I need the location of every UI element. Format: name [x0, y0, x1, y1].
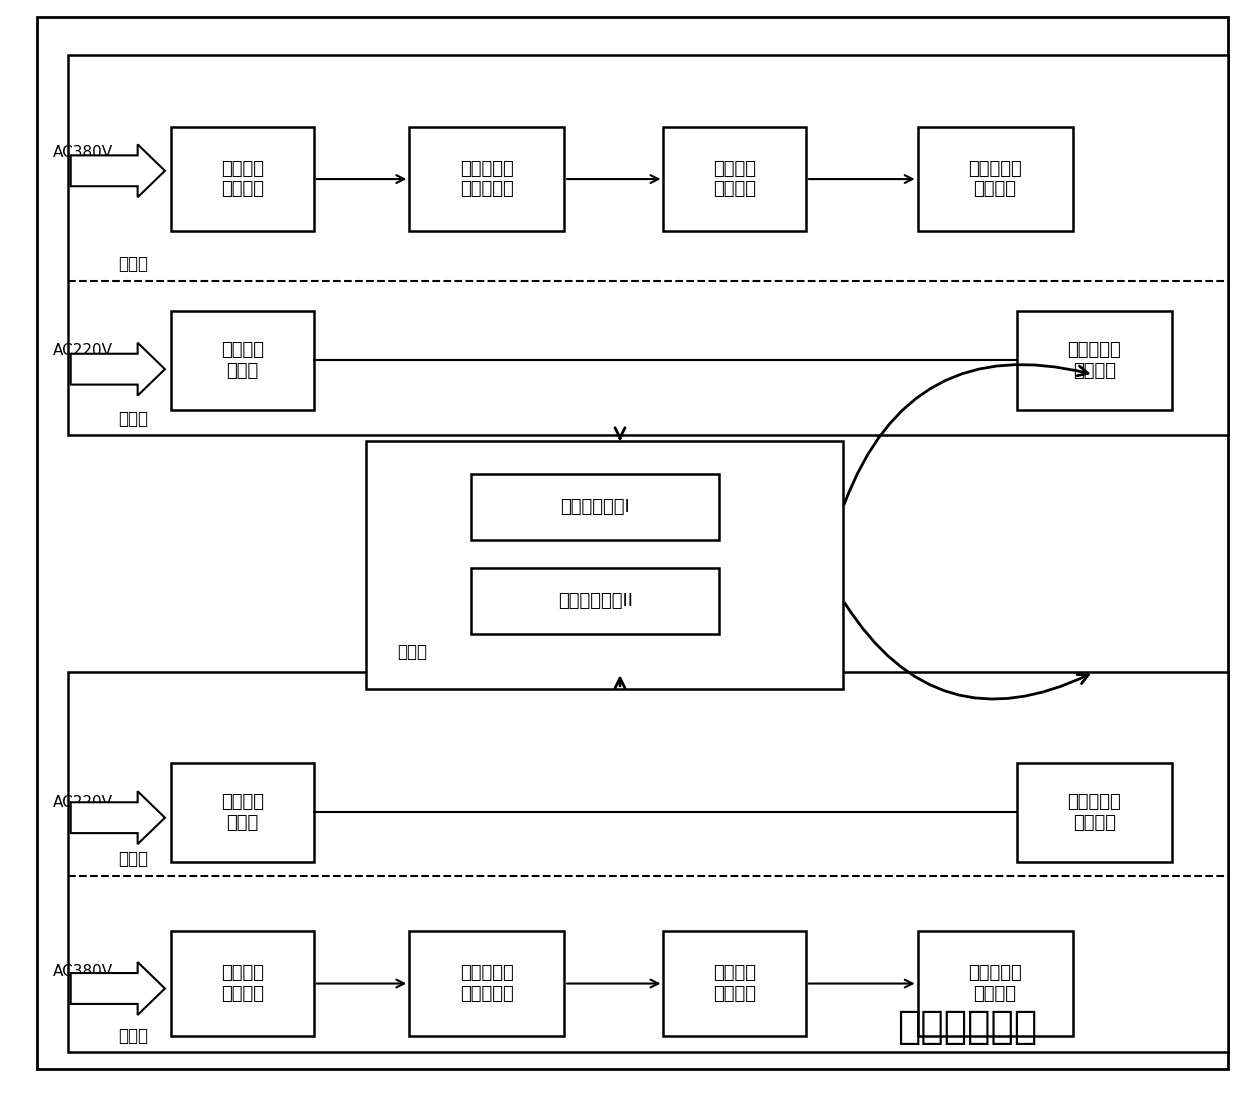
Text: 表示电控
制电路: 表示电控 制电路: [221, 792, 264, 832]
Bar: [171, 311, 314, 410]
Text: AC380V: AC380V: [53, 144, 113, 160]
Bar: [663, 127, 806, 231]
FancyArrow shape: [71, 144, 165, 197]
Bar: [409, 127, 564, 231]
Bar: [366, 441, 843, 689]
Bar: [918, 931, 1073, 1036]
Text: 驱动部: 驱动部: [118, 1027, 148, 1045]
Text: 三相电流隔
离采集电路: 三相电流隔 离采集电路: [460, 160, 513, 198]
Text: 表示采集及
控制电路: 表示采集及 控制电路: [1068, 792, 1121, 832]
FancyArrow shape: [71, 962, 165, 1015]
Bar: [68, 672, 1228, 1052]
Text: 三相电子
开关电路: 三相电子 开关电路: [713, 964, 756, 1003]
Text: AC380V: AC380V: [53, 964, 113, 980]
Bar: [471, 474, 719, 540]
Bar: [171, 127, 314, 231]
Text: 表示采集及
控制电路: 表示采集及 控制电路: [1068, 341, 1121, 380]
Text: 三相电流隔
离采集电路: 三相电流隔 离采集电路: [460, 964, 513, 1003]
Text: 逻辑部: 逻辑部: [397, 644, 427, 661]
Bar: [663, 931, 806, 1036]
Text: AC220V: AC220V: [53, 343, 113, 358]
Text: 换相及线制
转换电路: 换相及线制 转换电路: [968, 964, 1022, 1003]
Bar: [409, 931, 564, 1036]
FancyArrow shape: [71, 343, 165, 396]
Text: 换相及线制
转换电路: 换相及线制 转换电路: [968, 160, 1022, 198]
Text: 表示电控
制电路: 表示电控 制电路: [221, 341, 264, 380]
Text: 三相电源
开关电路: 三相电源 开关电路: [221, 964, 264, 1003]
Bar: [1017, 311, 1172, 410]
Bar: [471, 568, 719, 634]
Bar: [918, 127, 1073, 231]
Text: 交流道岔装置: 交流道岔装置: [897, 1008, 1038, 1046]
Text: 表示部: 表示部: [118, 410, 148, 428]
FancyArrow shape: [71, 791, 165, 844]
Bar: [68, 55, 1228, 435]
Text: 安全处理模块I: 安全处理模块I: [560, 498, 630, 516]
Text: AC220V: AC220V: [53, 795, 113, 810]
Text: 安全处理模块II: 安全处理模块II: [558, 592, 632, 609]
Bar: [171, 931, 314, 1036]
Text: 三相电子
开关电路: 三相电子 开关电路: [713, 160, 756, 198]
Text: 表示部: 表示部: [118, 851, 148, 868]
Text: 驱动部: 驱动部: [118, 256, 148, 273]
Bar: [1017, 763, 1172, 862]
Bar: [171, 763, 314, 862]
Text: 三相电源
开关电路: 三相电源 开关电路: [221, 160, 264, 198]
